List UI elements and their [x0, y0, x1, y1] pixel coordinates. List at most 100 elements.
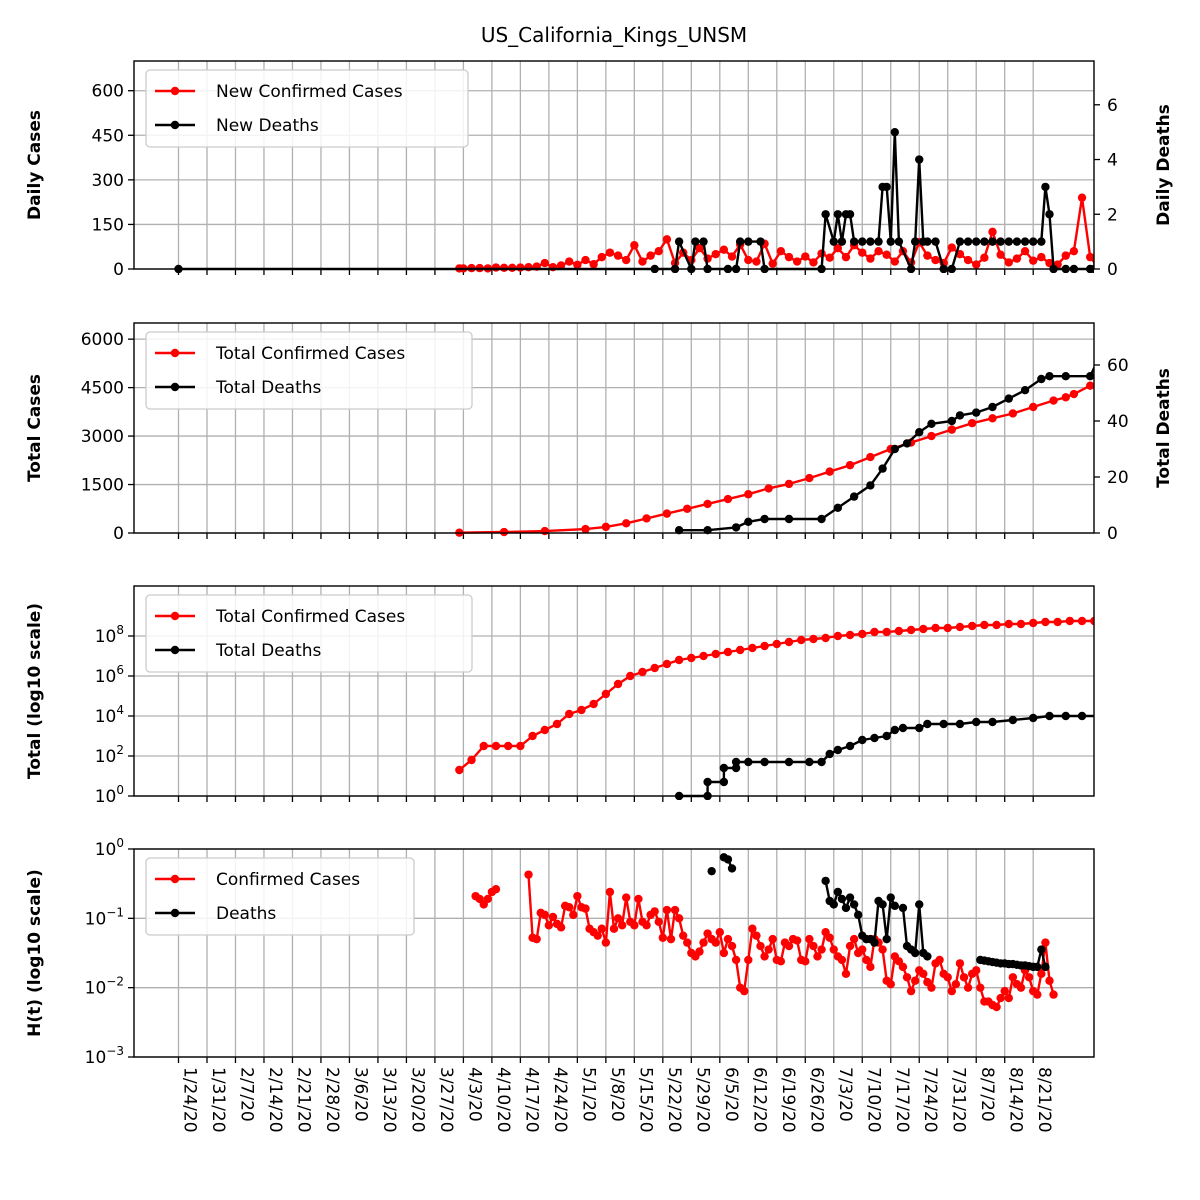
- data-point: [1069, 389, 1079, 399]
- y-tick-label: 10−3: [85, 1044, 124, 1068]
- data-point: [1037, 252, 1046, 262]
- data-point: [1008, 715, 1018, 725]
- plot-area: [455, 336, 1167, 537]
- data-point: [821, 633, 830, 643]
- tick-exponent: 0: [116, 836, 124, 850]
- data-point: [1143, 708, 1151, 716]
- data-point: [1135, 237, 1143, 245]
- legend-frame: [145, 331, 473, 410]
- data-point: [784, 637, 794, 647]
- x-tick-label: 2/7/20: [236, 1067, 256, 1122]
- data-point: [837, 955, 847, 965]
- data-point: [1119, 265, 1127, 273]
- data-point: [1041, 962, 1050, 972]
- data-point: [1143, 338, 1151, 346]
- data-point: [1008, 973, 1018, 982]
- data-point: [1041, 617, 1050, 627]
- data-point: [1159, 336, 1167, 344]
- x-tick-label: 1/31/20: [208, 1067, 228, 1133]
- data-point: [776, 957, 786, 966]
- data-point: [902, 439, 912, 448]
- data-point: [1004, 258, 1013, 267]
- data-point: [963, 983, 973, 992]
- series-new-confirmed-cases: [455, 193, 1094, 273]
- data-point: [744, 255, 753, 265]
- y-axis-label: Total (log10 scale): [25, 603, 45, 779]
- data-point: [829, 237, 838, 246]
- x-tick-label: 7/31/20: [949, 1067, 969, 1133]
- data-point: [540, 526, 549, 536]
- data-point: [650, 907, 659, 916]
- data-point: [581, 904, 590, 913]
- data-point: [662, 659, 672, 669]
- data-point: [491, 263, 501, 272]
- data-point: [1085, 381, 1094, 390]
- data-point: [797, 635, 806, 645]
- data-point: [1085, 252, 1094, 262]
- data-point: [849, 900, 859, 909]
- data-point: [1037, 969, 1046, 978]
- data-point: [1102, 970, 1110, 978]
- data-point: [735, 237, 745, 246]
- data-point: [776, 246, 786, 256]
- data-point: [646, 251, 655, 260]
- data-point: [845, 741, 855, 751]
- data-point: [630, 241, 639, 250]
- data-point: [731, 763, 741, 773]
- y2-axis-label: Daily Deaths: [1154, 104, 1174, 226]
- data-point: [894, 237, 904, 246]
- legend-frame: [145, 857, 415, 936]
- data-point: [829, 900, 838, 909]
- data-point: [524, 870, 533, 879]
- data-point: [556, 261, 566, 270]
- data-point: [967, 621, 977, 631]
- tick-base: 10: [95, 787, 117, 807]
- data-point: [703, 499, 712, 509]
- data-point: [719, 245, 729, 254]
- data-point: [1151, 341, 1159, 349]
- data-point: [882, 934, 891, 944]
- data-point: [1159, 708, 1167, 716]
- data-point: [532, 934, 541, 944]
- data-point: [723, 494, 733, 504]
- data-point: [845, 210, 855, 219]
- data-point: [963, 237, 973, 246]
- data-point: [963, 255, 973, 265]
- data-point: [1094, 381, 1102, 389]
- data-point: [1139, 1004, 1147, 1012]
- data-point: [931, 255, 940, 265]
- x-tick-label: 4/3/20: [464, 1067, 484, 1122]
- data-point: [915, 428, 924, 437]
- data-point: [756, 237, 765, 246]
- x-tick-label: 5/15/20: [635, 1067, 655, 1133]
- data-point: [727, 252, 737, 261]
- data-point: [890, 257, 900, 266]
- series-total-confirmed-cases: [455, 612, 1159, 775]
- legend-swatch-marker: [170, 86, 180, 96]
- data-point: [805, 934, 814, 944]
- data-point: [617, 921, 627, 930]
- y-axis-label: H(t) (log10 scale): [25, 869, 45, 1037]
- series-deaths: [707, 853, 1110, 978]
- plot-area: [471, 853, 1147, 1012]
- data-point: [569, 910, 578, 920]
- data-point: [947, 425, 956, 434]
- data-point: [1029, 402, 1038, 412]
- data-point: [1090, 616, 1094, 626]
- data-point: [870, 938, 879, 947]
- y-axis-label: Total Cases: [25, 374, 45, 482]
- tick-exponent: 2: [116, 743, 124, 757]
- data-point: [630, 921, 639, 930]
- data-point: [813, 952, 822, 961]
- data-point: [1151, 612, 1159, 620]
- data-point: [858, 735, 867, 745]
- legend: New Confirmed Cases New Deaths: [145, 69, 469, 148]
- data-point: [927, 431, 936, 441]
- legend: Confirmed Cases Deaths: [145, 857, 415, 936]
- data-point: [817, 514, 826, 524]
- data-point: [878, 900, 887, 909]
- data-point: [455, 765, 464, 775]
- data-point: [1024, 973, 1034, 982]
- data-point: [837, 894, 847, 904]
- data-point: [1110, 966, 1118, 974]
